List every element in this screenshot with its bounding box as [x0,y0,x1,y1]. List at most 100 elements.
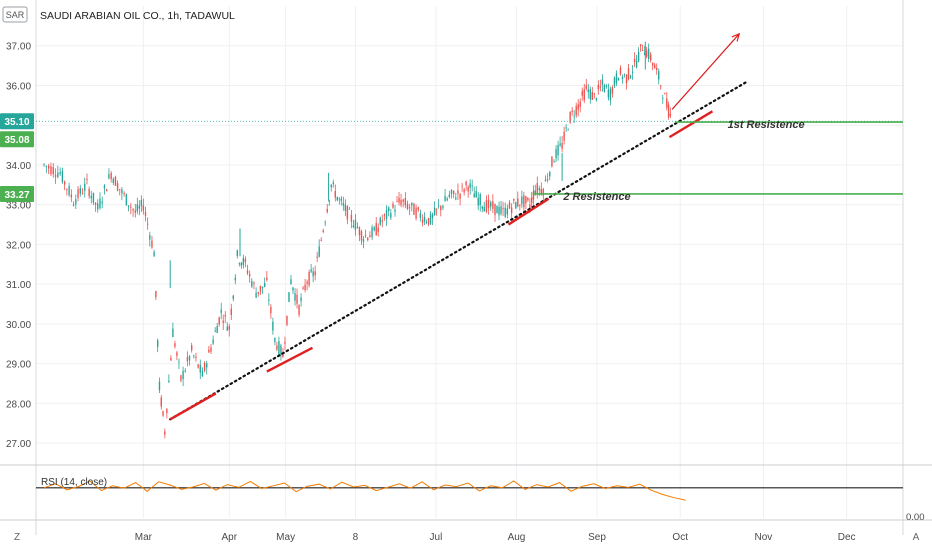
candle [164,431,166,435]
candle [178,361,180,363]
candle [144,212,147,216]
candle [94,202,97,205]
candle [567,129,569,131]
candle [304,284,306,290]
candle [481,206,483,209]
candle [214,330,216,332]
candle [457,190,459,194]
candle [222,320,224,323]
candle [411,202,413,206]
x-tick-label: Sep [588,532,606,543]
y-tick-label: 31.00 [6,280,31,291]
candle [446,198,448,201]
candle [230,308,232,315]
candle [581,90,583,96]
candle [50,166,52,175]
candle [431,214,434,218]
candle [371,227,373,238]
candle [130,206,132,208]
candle [270,306,272,314]
trend-touch-highlight[interactable] [507,197,550,226]
candle [623,74,626,76]
candle [647,48,650,60]
candle [437,205,440,207]
candle [263,282,266,287]
candle [47,165,50,169]
candle [534,190,536,194]
candle [442,205,444,208]
candle [61,170,64,183]
candle [212,339,214,344]
x-tick-label: Mar [135,532,153,543]
candle [210,347,212,352]
candle [360,231,363,241]
candle [201,370,204,377]
candle [379,217,381,225]
candle [193,355,195,357]
x-tick-label: Dec [838,532,856,543]
candle [467,186,469,192]
candle [429,214,432,224]
candle [294,293,296,301]
candle [667,104,670,118]
currency-box[interactable] [2,6,28,23]
candle [641,50,644,51]
candle [180,375,182,381]
candle [114,176,117,186]
trend-touch-highlight[interactable] [169,392,217,421]
candle [66,188,68,190]
projection-arrow[interactable] [671,33,740,110]
trend-touch-highlight[interactable] [668,110,714,139]
candle [302,287,304,289]
candle [637,51,640,62]
candle [208,349,210,353]
candle [532,190,535,200]
candle [483,206,485,212]
candle [504,207,506,217]
candle [81,193,84,195]
candle [251,281,253,287]
candle [330,184,332,188]
candle [278,341,280,355]
trendline[interactable] [169,80,749,421]
candle [402,199,404,202]
candle [356,227,359,228]
candle [362,239,365,242]
candle [494,203,496,216]
candle [406,203,409,209]
candle [138,205,141,209]
candle [485,200,488,212]
candle [127,205,130,208]
candle [166,408,168,413]
trend-touch-highlight[interactable] [266,346,314,373]
y-tick-label: 36.00 [6,81,31,92]
candle [500,206,502,214]
candle [59,172,61,175]
candle [140,199,143,207]
rsi-line[interactable] [43,480,686,501]
candle [308,271,310,286]
candle [544,179,547,182]
candle [415,207,417,219]
candle [272,321,274,331]
candle [170,358,172,361]
candle [248,273,251,277]
candle [358,227,361,236]
candle [220,309,222,313]
y-tick-label: 27.00 [6,439,31,450]
resistance-label: 2 Resistence [562,191,630,203]
candle [595,98,598,100]
candle [631,71,634,73]
x-tick-label: Apr [221,532,237,543]
candle [639,44,642,46]
candle [587,89,589,93]
candle [253,282,255,284]
candle [160,397,162,407]
candle [246,270,249,274]
candle [255,292,257,298]
candle [392,203,394,208]
candle [551,156,553,167]
candle [555,149,557,159]
